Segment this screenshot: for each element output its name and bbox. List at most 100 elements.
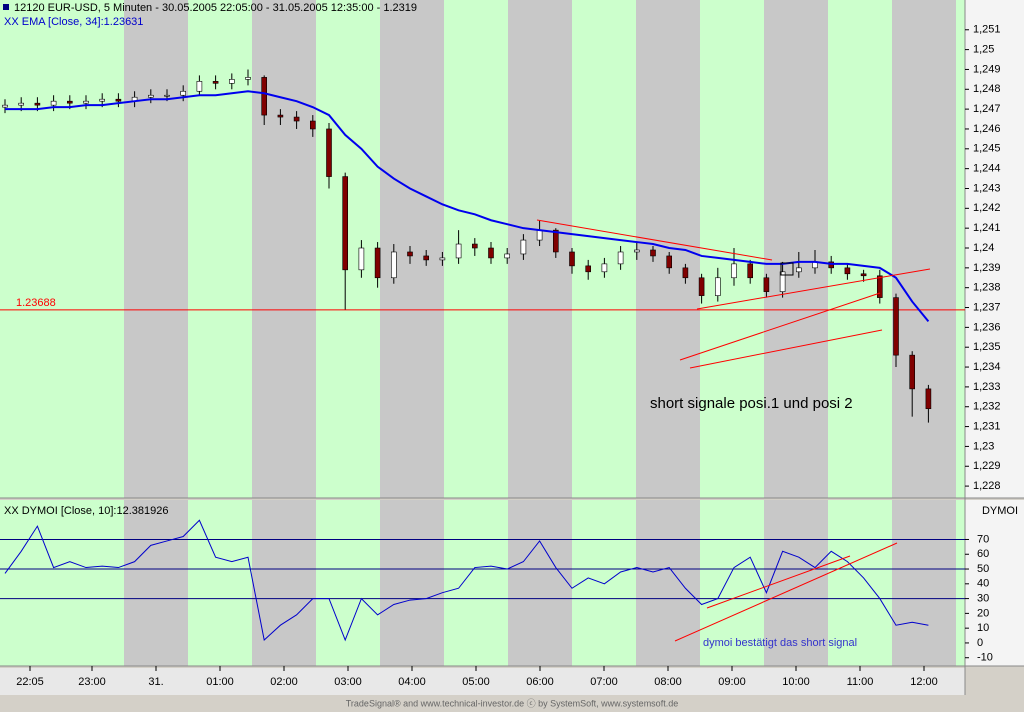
x-tick-label: 10:00 [782,676,810,688]
x-tick-label: 11:00 [847,676,874,688]
y-tick-label: 1,243 [973,182,1001,194]
trend-line [674,542,898,642]
candle-body [504,253,511,259]
y-tick-label: 1,237 [973,301,1001,313]
y-tick-label: 1,231 [973,420,1001,432]
candle-body [860,273,867,277]
candle-body [601,263,608,273]
candle-body [876,275,883,298]
session-band [700,500,764,666]
candle-body [909,354,916,390]
candle-body [309,120,316,130]
x-tick-label: 04:00 [398,676,426,688]
y-tick-label: 1,232 [973,401,1001,413]
y-tick-label: 1,251 [973,24,1001,36]
y-tick-label: 1,229 [973,460,1001,472]
session-band [956,0,965,498]
candle-body [714,277,721,296]
candle-body [115,98,122,102]
session-band [252,500,316,666]
candle-body [18,102,25,106]
y-tick-label: 50 [977,563,989,575]
candle-body [212,81,219,84]
candle-body [439,257,446,261]
x-tick-label: 09:00 [718,676,746,688]
session-band [444,500,508,666]
session-band [0,500,60,666]
candle-body [795,267,802,273]
x-tick-label: 23:00 [78,676,106,688]
reference-label: 1.23688 [16,297,56,309]
session-band [828,500,892,666]
candle-body [488,247,494,259]
footer: TradeSignal® and www.technical-investor.… [346,698,678,708]
candle-body [650,249,656,257]
x-tick-label: 01:00 [206,676,234,688]
dymoi-axis-bg [965,500,1024,666]
session-band [380,500,444,666]
y-tick-label: 60 [977,548,989,560]
chart-header: 12120 EUR-USD, 5 Minuten - 30.05.2005 22… [14,2,417,14]
x-tick-label: 22:05 [16,676,44,688]
candle-body [229,79,235,84]
session-band [60,0,124,498]
y-tick-label: 40 [977,578,989,590]
candle-body [698,277,705,296]
y-tick-label: 1,24 [973,242,994,254]
candle-body [763,277,770,292]
y-tick-label: 10 [977,622,989,634]
y-tick-label: 1,25 [973,44,994,56]
x-tick-label: 05:00 [462,676,490,688]
y-tick-label: 1,238 [973,282,1001,294]
session-band [828,0,892,498]
candle-body [844,267,851,275]
session-band [188,0,252,498]
candle-body [293,116,300,122]
plot: 22:05 23:00 31. 01:00 02:00 03:00 04:00 05:00 06… [0,24,1001,688]
candle-body [164,94,170,97]
y-tick-label: 0 [977,637,983,649]
candle-body [390,251,397,279]
session-band [572,0,636,498]
session-band [444,0,508,498]
candle-body [633,249,640,253]
session-band [316,500,380,666]
y-tick-label: 1,249 [973,63,1001,75]
session-band [892,0,956,498]
candle-body [180,90,186,96]
x-tick-label: 08:00 [654,676,682,688]
y-tick-label: 1,234 [973,361,1001,373]
time-axis-bg [0,668,965,695]
x-tick-label: 07:00 [590,676,618,688]
y-tick-label: 1,241 [973,222,1001,234]
y-tick-label: -10 [977,652,993,664]
candle-body [893,297,899,356]
session-band [188,500,252,666]
candle-body [50,100,57,106]
session-band [700,0,764,498]
annotation: dymoi bestätigt das short signal [703,637,857,649]
trend-line [706,555,851,609]
y-tick-label: 1,239 [973,262,1001,274]
y-tick-label: 1,246 [973,123,1001,135]
candle-body [342,176,349,271]
candle-body [585,265,592,273]
y-tick-label: 1,23 [973,440,994,452]
candle-body [617,251,624,265]
candle-body [245,77,251,80]
dymoi-legend: XX DYMOI [Close, 10]:12.381926 [4,505,168,517]
candle-body [196,81,203,92]
series-line [5,90,930,323]
signal-box [780,262,794,276]
y-tick-label: 1,235 [973,341,1001,353]
y-tick-label: 30 [977,593,989,605]
candle-body [682,267,689,279]
x-tick-label: 12:00 [910,676,938,688]
series-line [4,519,929,642]
trend-lines [536,219,931,642]
y-tick-label: 1,248 [973,83,1001,95]
x-tick-label: 03:00 [334,676,362,688]
trend-line [696,268,931,310]
candle-body [407,251,413,257]
x-tick-label: 31. [148,676,163,688]
